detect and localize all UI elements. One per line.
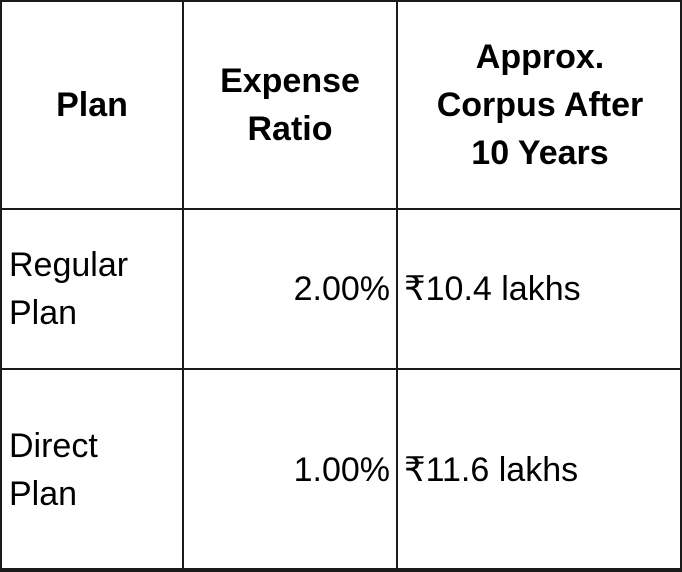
header-plan: Plan — [0, 0, 184, 210]
plan-cell: Regular Plan — [0, 208, 184, 370]
header-expense-ratio-line1: Expense — [220, 62, 360, 100]
expense-ratio-cell: 1.00% — [182, 368, 398, 572]
plan-name-line2: Plan — [9, 475, 78, 513]
header-corpus: Approx. Corpus After 10 Years — [396, 0, 682, 210]
plan-cell: Direct Plan — [0, 368, 184, 572]
plan-name-line1: Regular — [9, 246, 129, 284]
header-corpus-line2: Corpus After — [436, 86, 644, 124]
corpus-cell: ₹11.6 lakhs — [396, 368, 682, 572]
plan-name-line2: Plan — [9, 294, 78, 332]
header-expense-ratio-line2: Ratio — [247, 110, 333, 148]
header-corpus-line3: 10 Years — [471, 134, 609, 172]
table-row: Direct Plan 1.00% ₹11.6 lakhs — [0, 368, 682, 572]
header-plan-label: Plan — [56, 86, 128, 124]
plan-name-line1: Direct — [9, 427, 98, 465]
corpus-cell: ₹10.4 lakhs — [396, 208, 682, 370]
table-row: Regular Plan 2.00% ₹10.4 lakhs — [0, 208, 682, 370]
table-header-row: Plan Expense Ratio Approx. Corpus After … — [0, 0, 682, 210]
header-corpus-line1: Approx. — [475, 38, 605, 76]
expense-ratio-cell: 2.00% — [182, 208, 398, 370]
header-expense-ratio: Expense Ratio — [182, 0, 398, 210]
